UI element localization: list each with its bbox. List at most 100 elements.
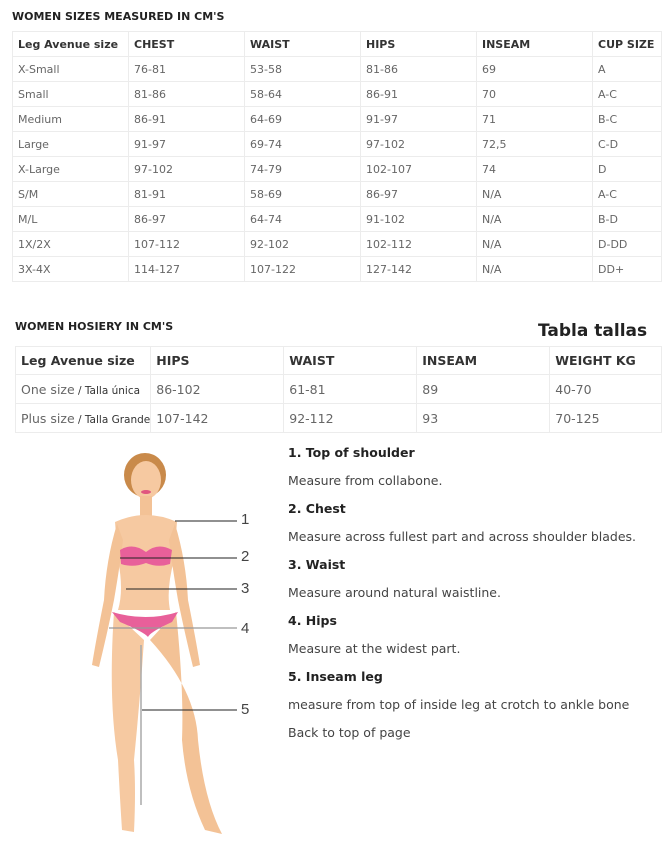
table-cell: 92-102 — [244, 231, 361, 257]
table-cell: 61-81 — [283, 374, 418, 404]
table-cell: 107-122 — [244, 256, 361, 282]
header-cell: CUP SIZE — [592, 31, 662, 57]
size-note: / Talla única — [74, 384, 141, 397]
table-header-row: Leg Avenue size CHEST WAIST HIPS INSEAM … — [12, 31, 662, 57]
table-row: 1X/2X 107-112 92-102 102-112 N/A D-DD — [12, 231, 662, 257]
table-cell: A-C — [592, 81, 662, 107]
table-cell: 97-102 — [128, 156, 245, 182]
table-cell: 72,5 — [476, 131, 593, 157]
measure-label-4: 4 — [241, 620, 250, 637]
measure-label-2: 2 — [241, 548, 250, 565]
size-name: Plus size — [21, 410, 75, 426]
table-cell: B-D — [592, 206, 662, 232]
table-cell: 74-79 — [244, 156, 361, 182]
table-cell: M/L — [12, 206, 129, 232]
table-row: Small 81-86 58-64 86-91 70 A-C — [12, 81, 662, 107]
table-cell: D-DD — [592, 231, 662, 257]
instruction-title: 2. Chest — [288, 501, 346, 516]
measure-label-3: 3 — [241, 580, 250, 597]
table-row: One size / Talla única 86-102 61-81 89 40-70 — [14, 374, 662, 404]
table-cell: 81-86 — [360, 56, 477, 82]
table-cell: N/A — [476, 181, 593, 207]
table-row: Large 91-97 69-74 97-102 72,5 C-D — [12, 131, 662, 157]
table-row: X-Large 97-102 74-79 102-107 74 D — [12, 156, 662, 182]
size-cell: Plus size / Talla Grande — [14, 403, 152, 433]
table-cell: Large — [12, 131, 129, 157]
size-note: / Talla Grande — [74, 413, 151, 426]
table-cell: 58-69 — [244, 181, 361, 207]
table-cell: 70 — [476, 81, 593, 107]
instruction-text: Measure across fullest part and across s… — [288, 529, 637, 544]
size-cell: One size / Talla única — [14, 374, 152, 404]
instruction-text: measure from top of inside leg at crotch… — [288, 697, 630, 712]
header-cell: WAIST — [283, 346, 418, 375]
hosiery-table: Leg Avenue size HIPS WAIST INSEAM WEIGHT… — [14, 346, 662, 433]
table-cell: A-C — [592, 181, 662, 207]
table-cell: 81-91 — [128, 181, 245, 207]
instruction-title: 1. Top of shoulder — [288, 445, 415, 460]
table-row: Plus size / Talla Grande 107-142 92-112 93 7… — [14, 403, 662, 433]
table-row: X-Small 76-81 53-58 81-86 69 A — [12, 56, 662, 82]
table-cell: N/A — [476, 231, 593, 257]
hosiery-title: WOMEN HOSIERY IN CM'S — [15, 320, 174, 333]
table-cell: 69 — [476, 56, 593, 82]
table-cell: A — [592, 56, 662, 82]
header-cell: HIPS — [360, 31, 477, 57]
table-cell: 97-102 — [360, 131, 477, 157]
instruction-text: Measure from collabone. — [288, 473, 443, 488]
table-row: S/M 81-91 58-69 86-97 N/A A-C — [12, 181, 662, 207]
table-cell: 86-97 — [360, 181, 477, 207]
table-cell: 81-86 — [128, 81, 245, 107]
table-cell: 102-112 — [360, 231, 477, 257]
table-cell: 1X/2X — [12, 231, 129, 257]
table-cell: 71 — [476, 106, 593, 132]
table-cell: D — [592, 156, 662, 182]
measure-label-1: 1 — [241, 511, 250, 528]
table-cell: 91-97 — [360, 106, 477, 132]
table-cell: 93 — [416, 403, 551, 433]
table-cell: 91-102 — [360, 206, 477, 232]
instruction-text: Measure at the widest part. — [288, 641, 461, 656]
tabla-tallas-caption: Tabla tallas — [538, 321, 648, 341]
back-to-top-link[interactable]: Back to top of page — [288, 725, 411, 740]
table-cell: 64-69 — [244, 106, 361, 132]
table-row: M/L 86-97 64-74 91-102 N/A B-D — [12, 206, 662, 232]
table-row: 3X-4X 114-127 107-122 127-142 N/A DD+ — [12, 256, 662, 282]
table-cell: 3X-4X — [12, 256, 129, 282]
sizes-title: WOMEN SIZES MEASURED IN CM'S — [12, 10, 225, 23]
table-cell: 114-127 — [128, 256, 245, 282]
header-cell: WEIGHT KG — [549, 346, 662, 375]
table-cell: 76-81 — [128, 56, 245, 82]
table-cell: 64-74 — [244, 206, 361, 232]
header-cell: HIPS — [150, 346, 285, 375]
instruction-title: 4. Hips — [288, 613, 337, 628]
table-cell: 89 — [416, 374, 551, 404]
table-cell: 86-91 — [360, 81, 477, 107]
instruction-title: 3. Waist — [288, 557, 346, 572]
table-cell: X-Small — [12, 56, 129, 82]
table-cell: S/M — [12, 181, 129, 207]
table-cell: 102-107 — [360, 156, 477, 182]
table-cell: 86-91 — [128, 106, 245, 132]
women-sizes-table: Leg Avenue size CHEST WAIST HIPS INSEAM … — [12, 31, 662, 282]
table-cell: 107-142 — [150, 403, 285, 433]
table-cell: 58-64 — [244, 81, 361, 107]
size-name: One size — [21, 381, 75, 397]
table-header-row: Leg Avenue size HIPS WAIST INSEAM WEIGHT… — [14, 346, 662, 375]
table-cell: 70-125 — [549, 403, 662, 433]
table-cell: 86-97 — [128, 206, 245, 232]
table-cell: 91-97 — [128, 131, 245, 157]
table-row: Medium 86-91 64-69 91-97 71 B-C — [12, 106, 662, 132]
header-cell: WAIST — [244, 31, 361, 57]
table-cell: Medium — [12, 106, 129, 132]
body-measurement-figure — [92, 453, 237, 834]
table-cell: C-D — [592, 131, 662, 157]
table-cell: X-Large — [12, 156, 129, 182]
header-cell: CHEST — [128, 31, 245, 57]
table-cell: 40-70 — [549, 374, 662, 404]
table-cell: 127-142 — [360, 256, 477, 282]
table-cell: 107-112 — [128, 231, 245, 257]
header-cell: INSEAM — [416, 346, 551, 375]
table-cell: B-C — [592, 106, 662, 132]
table-cell: 86-102 — [150, 374, 285, 404]
